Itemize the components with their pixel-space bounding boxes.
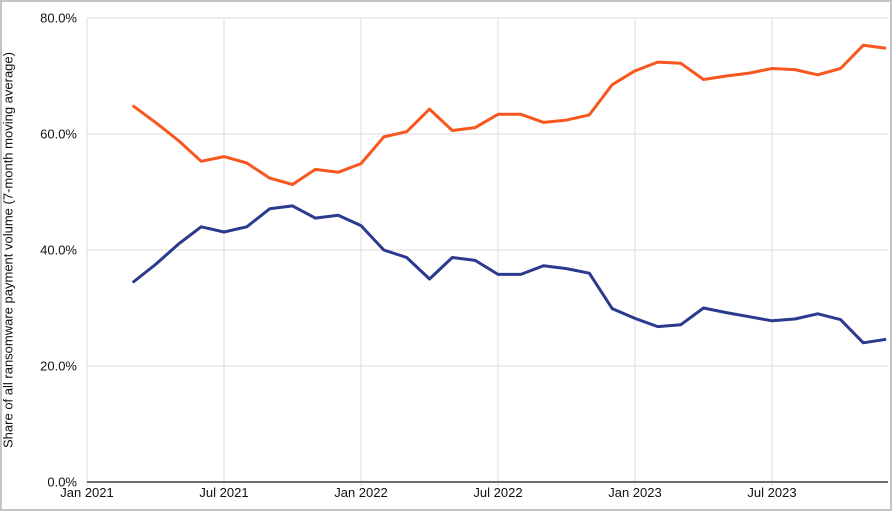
y-tick-label: 80.0% — [40, 10, 77, 26]
orange-line — [131, 43, 887, 186]
x-tick-label: Jan 2021 — [60, 485, 114, 500]
x-tick-label: Jul 2023 — [747, 485, 797, 500]
y-tick-label: 40.0% — [40, 242, 77, 258]
y-tick-label: 60.0% — [40, 126, 77, 142]
x-tick-label: Jan 2022 — [334, 485, 388, 500]
x-tick-label: Jan 2023 — [608, 485, 662, 500]
x-tick-label: Jul 2021 — [199, 485, 249, 500]
y-tick-label: 0.0% — [47, 474, 77, 490]
x-tick-label: Jul 2022 — [473, 485, 523, 500]
navy-line — [131, 204, 887, 345]
y-tick-label: 20.0% — [40, 358, 77, 374]
